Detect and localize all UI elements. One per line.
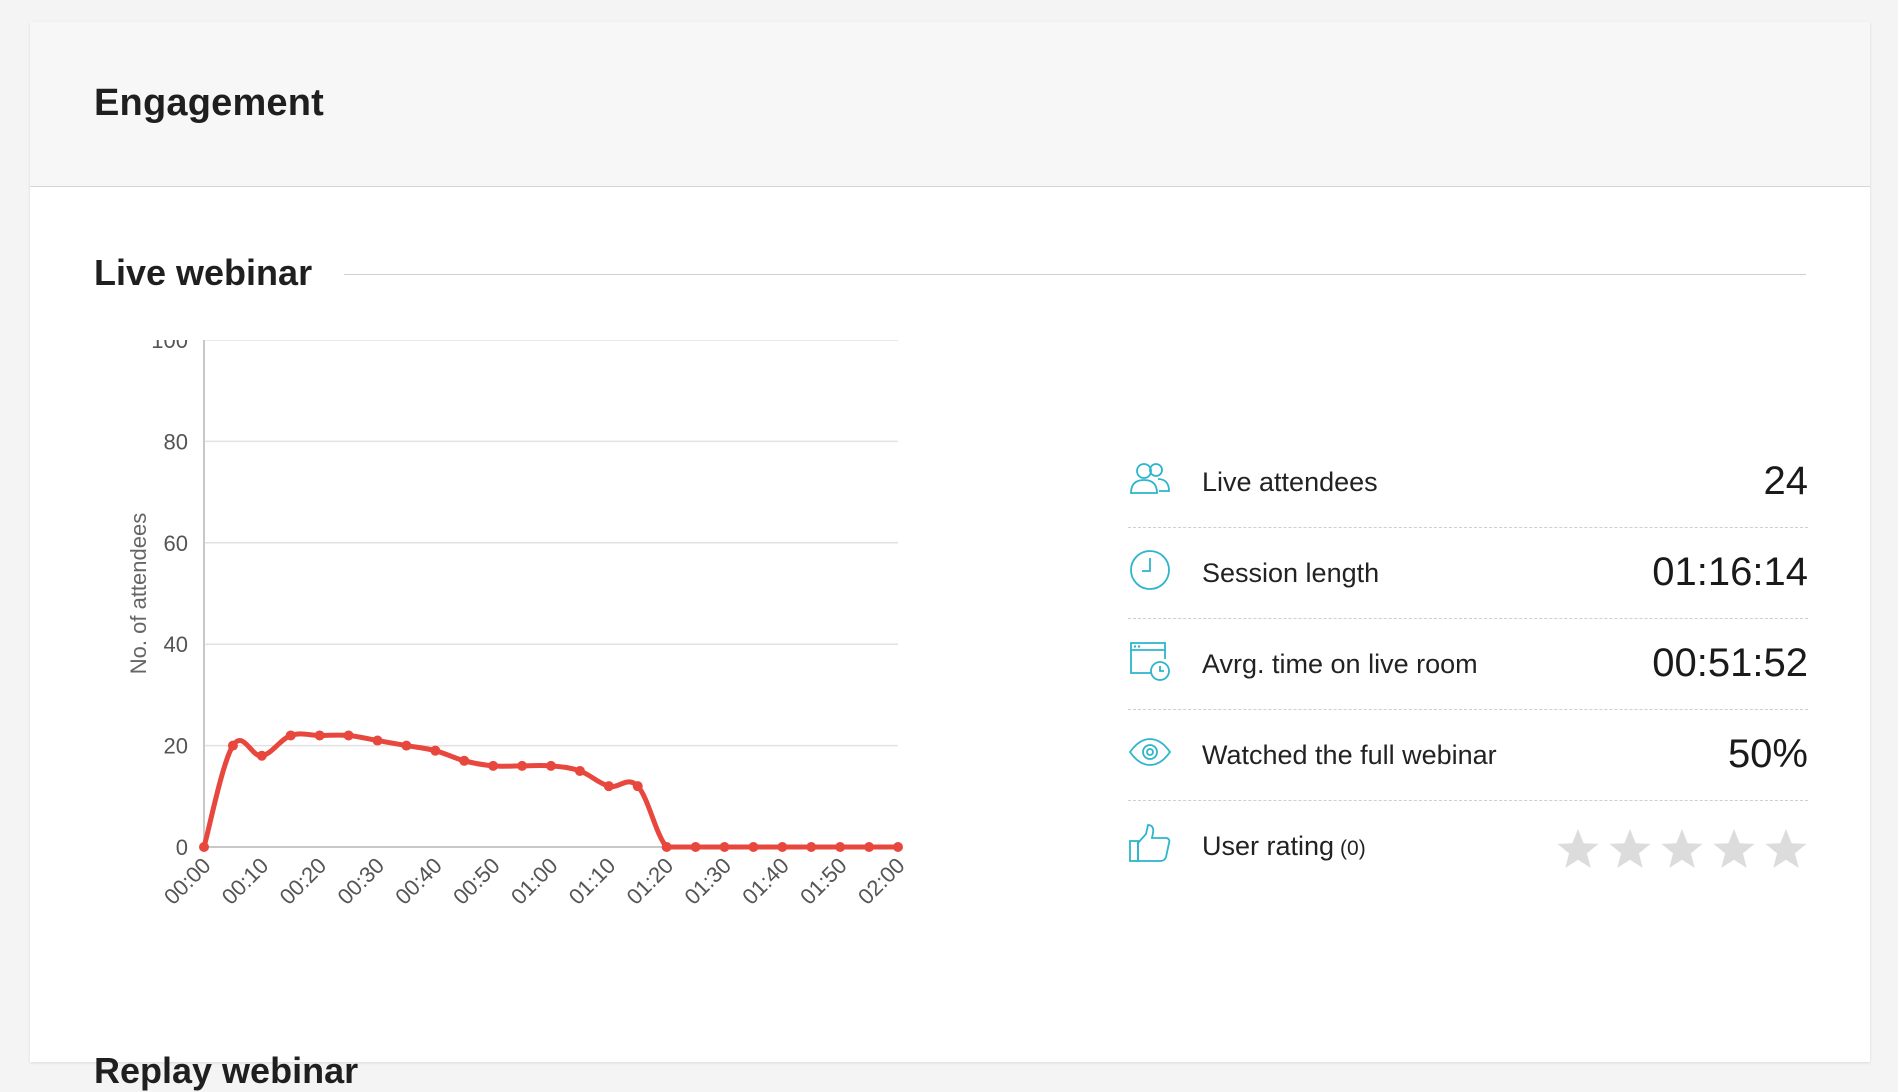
y-tick-label: 80	[164, 429, 188, 454]
chart-x-ticks: 00:00 00:10 00:20 00:30 00:40 00:50 01:00 01:10…	[159, 853, 910, 910]
data-point	[256, 750, 267, 761]
stat-label: Live attendees	[1202, 467, 1378, 497]
x-tick-label: 00:30	[332, 853, 389, 910]
star-icon[interactable]	[1556, 827, 1600, 871]
x-tick-label: 00:00	[159, 853, 216, 910]
stat-row-session-length: Session length 01:16:14	[1128, 528, 1808, 619]
y-tick-label: 100	[151, 340, 188, 353]
attendees-line-chart: 0 20 40 60 80 100 00:00 00:10 00:20 00:30 00:40 00…	[126, 340, 910, 910]
users-icon	[1130, 463, 1170, 494]
x-tick-label: 01:40	[737, 853, 794, 910]
stat-label: Watched the full webinar	[1202, 740, 1497, 770]
card-header: Engagement	[30, 22, 1870, 187]
x-tick-label: 01:00	[506, 853, 563, 910]
x-tick-label: 01:30	[679, 853, 736, 910]
data-point	[199, 842, 209, 852]
stat-row-avg-time: Avrg. time on live room 00:51:52	[1128, 619, 1808, 710]
section-title: Live webinar	[94, 252, 313, 293]
data-point	[690, 842, 701, 852]
data-point	[661, 842, 672, 852]
data-point	[343, 730, 354, 741]
x-tick-label: 01:10	[564, 853, 621, 910]
stat-label: Avrg. time on live room	[1202, 649, 1478, 679]
data-point	[893, 842, 903, 852]
stat-value: 01:16:14	[1652, 550, 1808, 594]
stat-row-live-attendees: Live attendees 24	[1128, 437, 1808, 528]
stat-value: 50%	[1727, 732, 1808, 776]
x-tick-label: 00:40	[390, 853, 447, 910]
data-point	[777, 842, 788, 852]
calendar-clock-icon	[1130, 642, 1170, 681]
x-tick-label: 00:20	[275, 853, 332, 910]
rating-label-text: User rating	[1202, 831, 1335, 861]
data-point	[488, 760, 499, 771]
data-point	[719, 842, 730, 852]
data-point	[401, 740, 412, 751]
star-icon[interactable]	[1712, 827, 1756, 871]
x-tick-label: 01:20	[622, 853, 679, 910]
x-tick-label: 02:00	[853, 853, 910, 910]
y-tick-label: 20	[164, 734, 188, 759]
stat-value: 24	[1763, 459, 1809, 503]
stat-row-user-rating: User rating (0)	[1128, 801, 1808, 891]
data-point	[632, 781, 643, 792]
star-icon[interactable]	[1764, 827, 1808, 871]
stat-row-watched-full: Watched the full webinar 50%	[1128, 710, 1808, 801]
data-point	[372, 735, 383, 746]
stat-value: 00:51:52	[1652, 641, 1808, 685]
chart-grid	[203, 340, 898, 848]
data-point	[227, 740, 238, 751]
chart-y-ticks: 0 20 40 60 80 100	[151, 340, 188, 860]
data-point	[314, 730, 325, 741]
next-section-title: Replay webinar	[94, 1050, 359, 1091]
chart-y-axis-label: No. of attendees	[126, 513, 151, 674]
stat-label: Session length	[1202, 558, 1380, 588]
clock-icon	[1130, 550, 1170, 590]
data-point	[574, 765, 585, 776]
rating-label: User rating (0)	[1202, 831, 1366, 862]
data-point	[603, 781, 614, 792]
data-point	[835, 842, 846, 852]
engagement-card: Engagement Live webinar 0 20 40 60 80 100 00:…	[30, 22, 1870, 1091]
data-point	[285, 730, 296, 741]
series-line	[201, 731, 901, 850]
data-point	[546, 760, 556, 771]
section-divider	[344, 274, 1806, 275]
card-title: Engagement	[94, 82, 325, 124]
y-tick-label: 40	[164, 632, 188, 657]
x-tick-label: 01:50	[795, 853, 852, 910]
stats-list: Live attendees 24 Session length 01:16:1…	[1128, 437, 1808, 891]
x-tick-label: 00:10	[217, 853, 274, 910]
star-icon[interactable]	[1660, 827, 1704, 871]
rating-stars[interactable]	[1548, 827, 1808, 871]
data-point	[748, 842, 759, 852]
data-point	[517, 760, 528, 771]
chart-points	[199, 730, 903, 852]
eye-icon	[1128, 738, 1172, 766]
data-point	[430, 745, 441, 756]
star-icon[interactable]	[1608, 827, 1652, 871]
data-point	[864, 842, 875, 852]
data-point	[459, 755, 470, 766]
x-tick-label: 00:50	[448, 853, 505, 910]
y-tick-label: 60	[164, 531, 188, 556]
rating-count: (0)	[1340, 837, 1366, 860]
data-point	[806, 842, 817, 852]
thumbs-up-icon	[1129, 824, 1171, 862]
y-tick-label: 0	[176, 835, 188, 860]
